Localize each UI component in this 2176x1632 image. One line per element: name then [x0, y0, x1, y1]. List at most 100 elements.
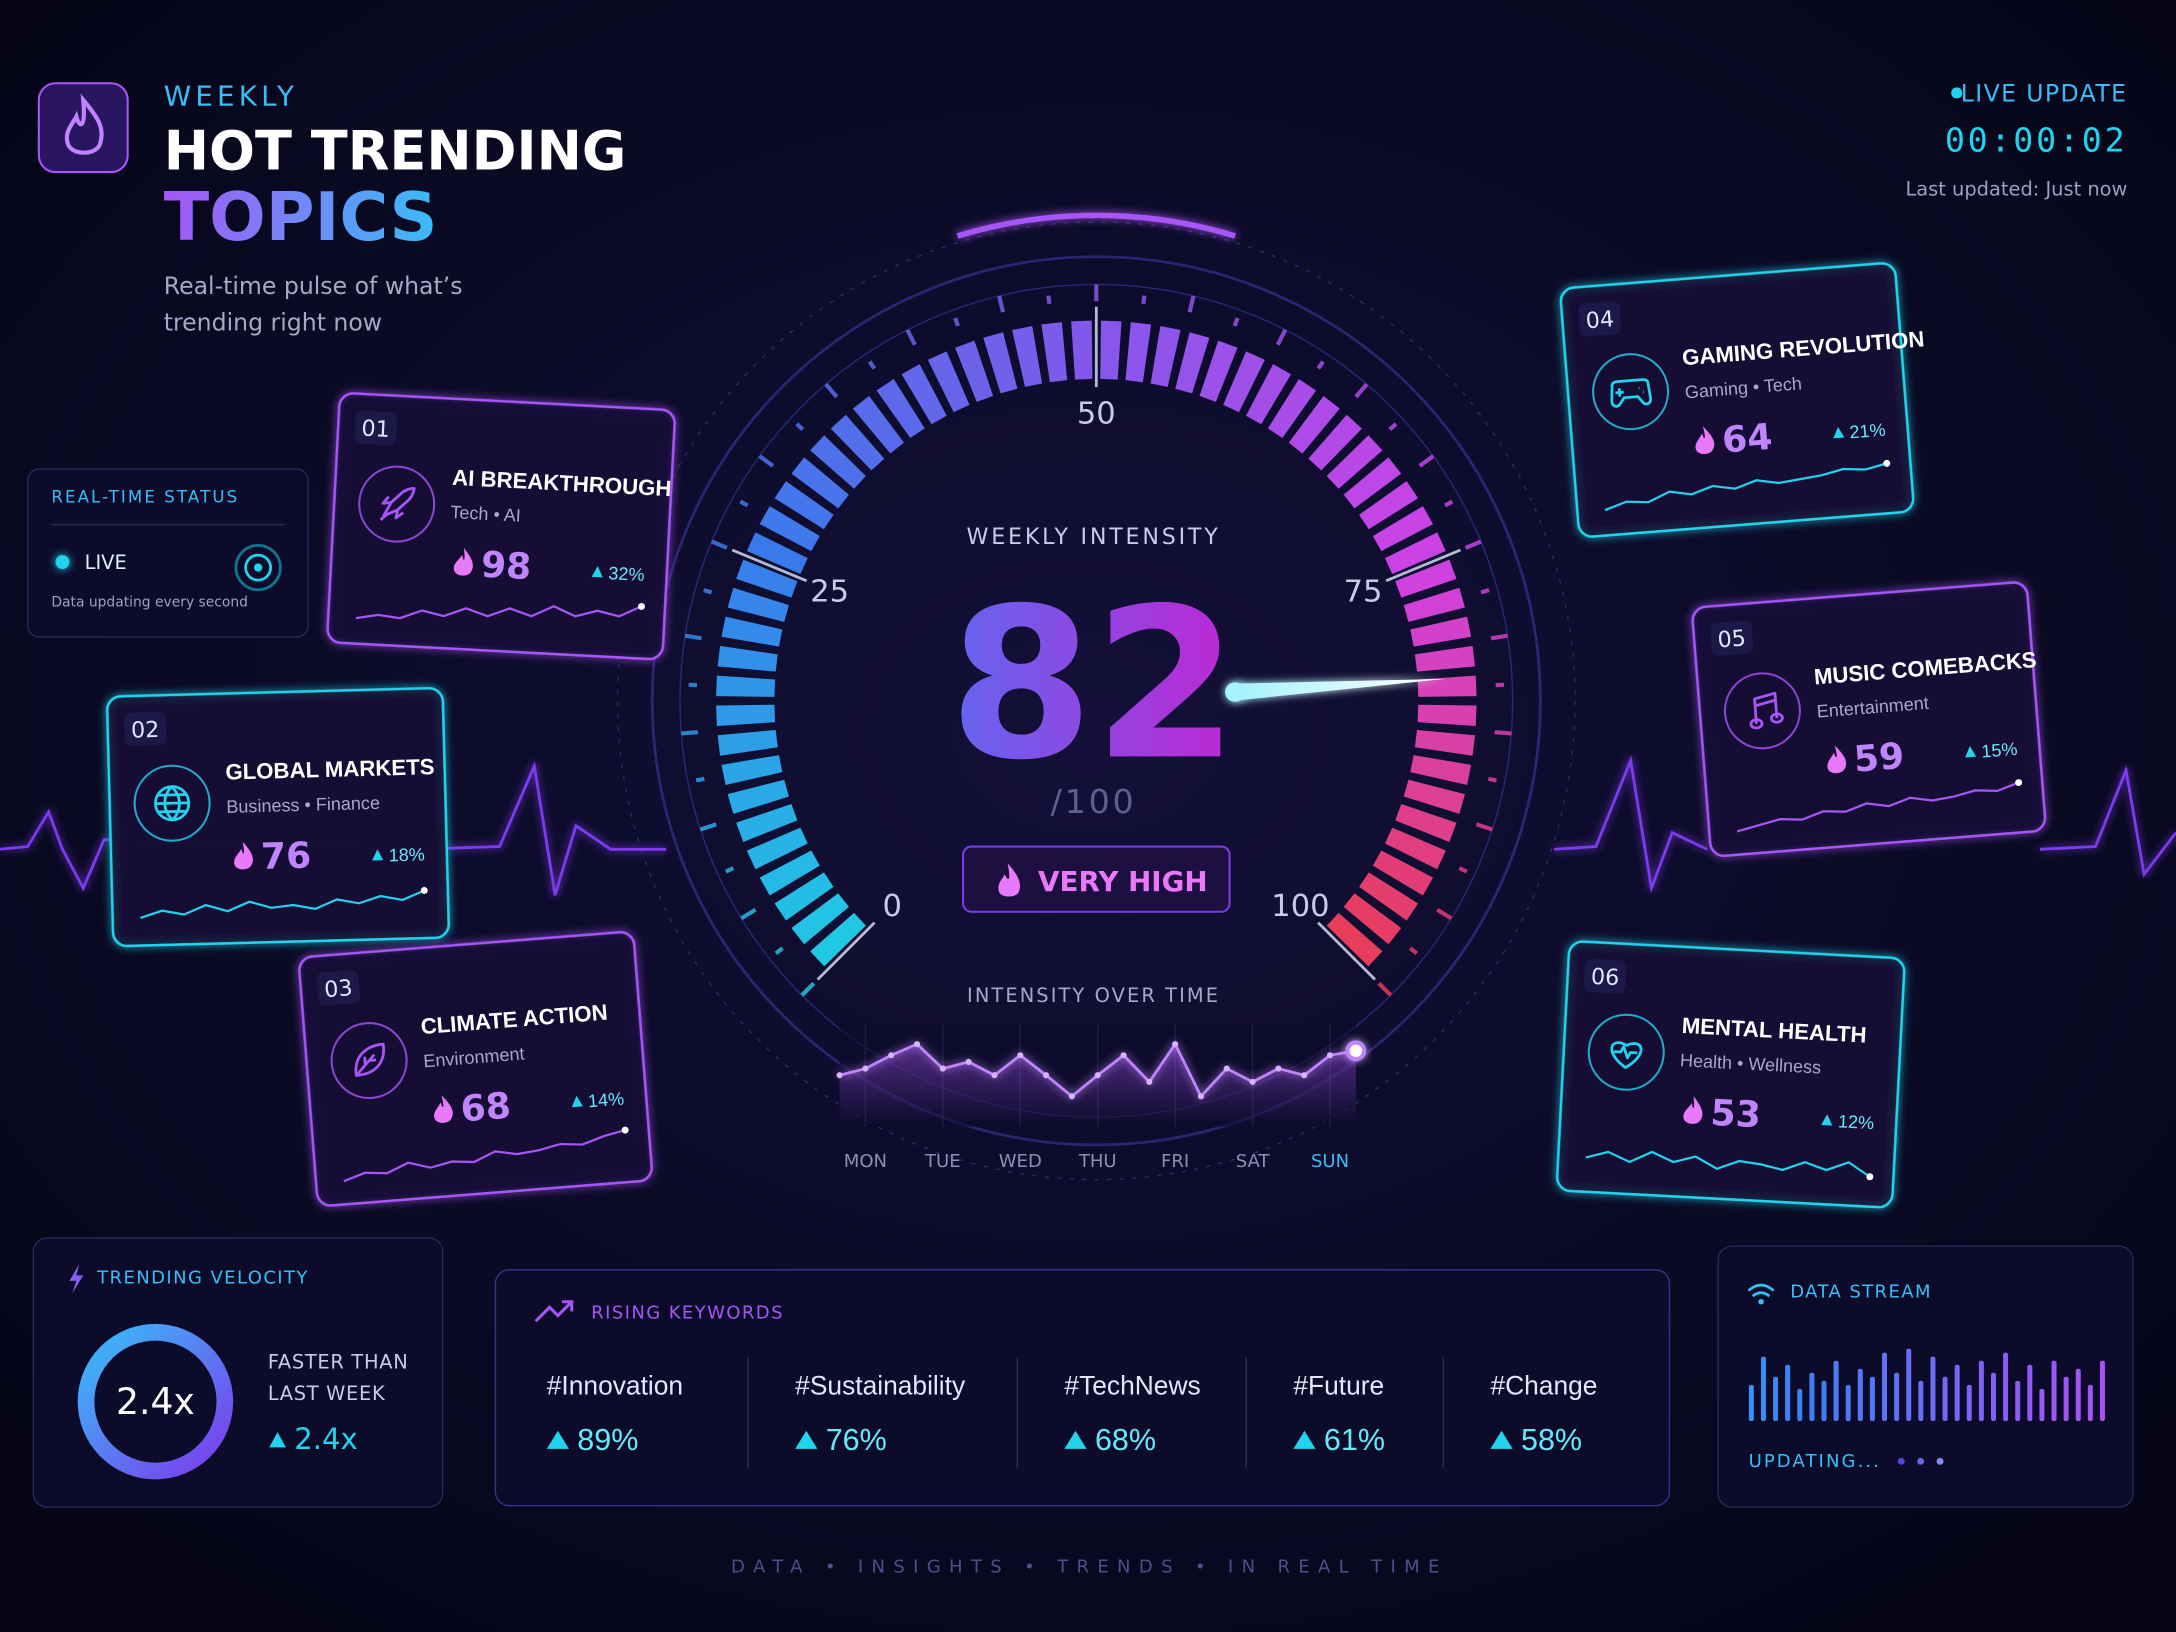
stream-bar: [1978, 1360, 1984, 1422]
icon-ring: [330, 1022, 408, 1100]
x-tick-label: WED: [999, 1151, 1042, 1172]
keyword-tag: #Change: [1490, 1371, 1597, 1401]
gauge-segment: [1125, 322, 1152, 383]
level-text: VERY HIGH: [1038, 865, 1208, 898]
keywords-panel: RISING KEYWORDS #Innovation 89% #Sustainab…: [494, 1269, 1671, 1507]
keyword-change: 58%: [1521, 1423, 1582, 1457]
gauge-segment: [1100, 320, 1122, 380]
gauge-segment: [1359, 872, 1419, 921]
gauge-segment: [1414, 729, 1476, 756]
rank: 03: [323, 975, 353, 1003]
gauge-segment: [1175, 332, 1210, 394]
stream-bar: [1821, 1380, 1827, 1422]
footer: DATA • INSIGHTS • TRENDS • IN REAL TIME: [731, 1556, 1448, 1577]
gauge-tick: [731, 548, 808, 583]
stream-bar: [2099, 1360, 2105, 1422]
eyebrow: WEEKLY: [164, 79, 298, 112]
rim-tick: [867, 360, 877, 370]
stream-bar: [2063, 1376, 2069, 1422]
rim-tick: [699, 822, 717, 832]
dot: [1897, 1457, 1905, 1465]
sparkline: [355, 605, 642, 620]
rim-tick: [1316, 360, 1325, 370]
title-line: TOPICS: [164, 178, 438, 256]
stream-bar: [2027, 1364, 2033, 1422]
stream-bar: [1990, 1372, 1996, 1422]
gauge-segment: [1150, 326, 1181, 387]
gauge-segment: [1395, 559, 1457, 598]
velocity-ring: [77, 1323, 234, 1480]
velocity-caption: LAST WEEK: [268, 1382, 386, 1405]
gauge-segment: [736, 559, 798, 598]
rim-tick: [774, 946, 784, 956]
up-arrow: [571, 1095, 583, 1108]
card-body: [1691, 581, 2047, 858]
keyword-change: 89%: [577, 1423, 638, 1457]
gauge-segment: [1384, 532, 1446, 574]
rim-tick: [795, 422, 805, 432]
keyword-tag: #TechNews: [1064, 1371, 1200, 1401]
stream-bar: [1954, 1364, 1960, 1422]
rim-tick: [1046, 295, 1052, 305]
keyword-tag: #Sustainability: [795, 1371, 966, 1401]
intensity-point: [1172, 1041, 1179, 1048]
rim-tick: [1490, 633, 1508, 641]
gauge-tick-label: 0: [883, 889, 902, 924]
velocity-value: 2.4x: [116, 1381, 195, 1423]
sparkline-end: [1883, 459, 1891, 467]
rim-tick: [1408, 946, 1419, 956]
intensity-point: [1068, 1093, 1075, 1100]
gauge-tick-label: 100: [1271, 889, 1329, 924]
rank: 01: [361, 416, 391, 443]
gauge-segment: [727, 587, 789, 622]
bolt-icon: [69, 1264, 84, 1294]
gauge-segment: [1199, 340, 1238, 402]
stream-bar: [2087, 1384, 2093, 1422]
stream-bar: [1966, 1384, 1972, 1422]
rank-badge: [1583, 958, 1627, 994]
gauge-segment: [1326, 435, 1383, 489]
intensity-point: [1345, 1040, 1367, 1062]
intensity-point: [965, 1058, 972, 1065]
topic-icon: [154, 785, 191, 822]
stream-bar: [1894, 1372, 1900, 1422]
gauge-segment: [927, 351, 970, 413]
stream-bar: [2003, 1352, 2009, 1422]
topic-title: GLOBAL MARKETS: [225, 754, 435, 784]
gauge: 0 25 50 75 100: [681, 284, 1512, 997]
topic-score: 98: [480, 544, 532, 589]
gauge-segment: [810, 912, 866, 967]
gauge-segment: [1395, 804, 1457, 843]
rim-tick: [739, 499, 749, 508]
intensity-point: [862, 1065, 869, 1072]
pulse-ring: [244, 553, 272, 582]
icon-ring: [1723, 672, 1801, 750]
gauge-segment: [759, 506, 820, 552]
rank: 04: [1585, 306, 1615, 334]
gauge-segment: [1417, 675, 1477, 697]
rim-tick: [824, 382, 839, 399]
x-tick-label: TUE: [924, 1151, 961, 1172]
gauge-segment: [721, 616, 783, 647]
needle-base: [1225, 682, 1245, 702]
rim-tick: [758, 454, 775, 468]
gauge-segment: [1288, 395, 1340, 454]
up-arrow: [1821, 1114, 1833, 1126]
gauge-segment: [717, 645, 778, 672]
topic-tags: Business • Finance: [226, 793, 380, 817]
x-tick-label: THU: [1078, 1151, 1117, 1172]
gauge-segment: [774, 481, 834, 530]
rim-tick: [1444, 499, 1454, 508]
gauge-segment: [1372, 506, 1433, 552]
rim-tick: [1494, 730, 1512, 736]
topic-icon: [1749, 691, 1784, 730]
gauge-segment: [759, 850, 820, 896]
sparkline-end: [2015, 779, 2023, 787]
gauge-segment: [717, 729, 778, 756]
intensity-point: [1043, 1072, 1050, 1079]
flame-icon: [234, 841, 253, 870]
